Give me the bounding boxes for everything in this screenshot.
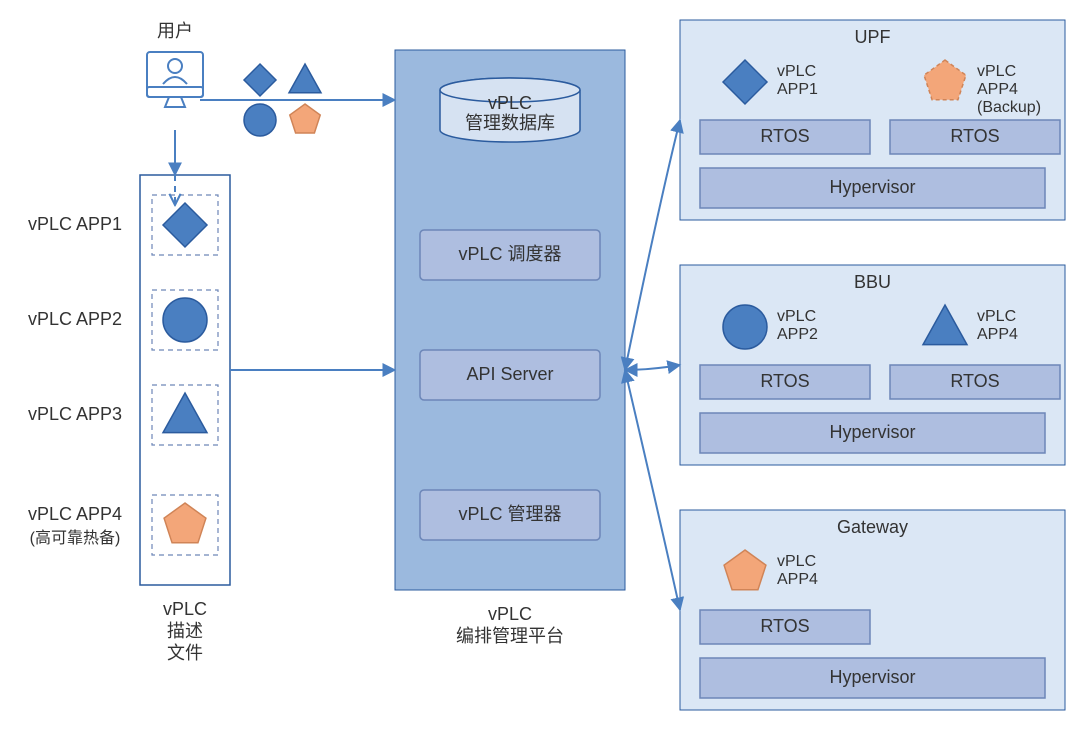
app-label: APP4 xyxy=(977,326,1018,343)
database-label: vPLC xyxy=(488,93,532,113)
app-label: (Backup) xyxy=(977,99,1041,116)
file-item-label: vPLC APP1 xyxy=(28,214,122,234)
app-label: vPLC xyxy=(777,553,816,570)
mid-panel-title: vPLC xyxy=(488,604,532,624)
arrow-5 xyxy=(625,365,680,370)
app-shape-1-0 xyxy=(723,305,767,349)
rtos-label: RTOS xyxy=(950,126,999,146)
right-panel-title: UPF xyxy=(855,27,891,47)
arrow-4 xyxy=(625,120,680,370)
database-label: 管理数据库 xyxy=(465,113,555,133)
hypervisor-label: Hypervisor xyxy=(829,667,915,687)
file-panel-title: 文件 xyxy=(167,643,203,663)
cluster-triangle-icon xyxy=(289,64,321,93)
cluster-circle-icon xyxy=(244,104,276,136)
file-item-label: vPLC APP2 xyxy=(28,309,122,329)
file-panel-title: vPLC xyxy=(163,599,207,619)
mid-box-label: API Server xyxy=(466,364,553,384)
app-label: APP4 xyxy=(977,81,1018,98)
app-label: vPLC xyxy=(977,63,1016,80)
file-item-label: vPLC APP3 xyxy=(28,404,122,424)
mid-box-label: vPLC 管理器 xyxy=(458,504,561,524)
mid-box-label: vPLC 调度器 xyxy=(458,244,561,264)
rtos-label: RTOS xyxy=(760,371,809,391)
cluster-diamond-icon xyxy=(244,64,276,96)
app-label: APP1 xyxy=(777,81,818,98)
file-item-label: vPLC APP4 xyxy=(28,504,122,524)
file-item-sublabel: (高可靠热备) xyxy=(30,529,121,547)
app-label: vPLC xyxy=(777,63,816,80)
arrow-6 xyxy=(625,370,680,610)
rtos-label: RTOS xyxy=(760,126,809,146)
file-item-shape-1 xyxy=(163,298,207,342)
rtos-label: RTOS xyxy=(760,616,809,636)
app-label: vPLC xyxy=(777,308,816,325)
app-label: APP2 xyxy=(777,326,818,343)
app-label: vPLC xyxy=(977,308,1016,325)
right-panel-title: Gateway xyxy=(837,517,908,537)
right-panel-title: BBU xyxy=(854,272,891,292)
mid-panel-title: 编排管理平台 xyxy=(456,626,564,646)
user-icon xyxy=(168,59,182,73)
hypervisor-label: Hypervisor xyxy=(829,177,915,197)
hypervisor-label: Hypervisor xyxy=(829,422,915,442)
cluster-pentagon-icon xyxy=(290,104,320,133)
file-panel-title: 描述 xyxy=(167,621,203,641)
rtos-label: RTOS xyxy=(950,371,999,391)
app-label: APP4 xyxy=(777,571,818,588)
user-label: 用户 xyxy=(157,21,193,41)
